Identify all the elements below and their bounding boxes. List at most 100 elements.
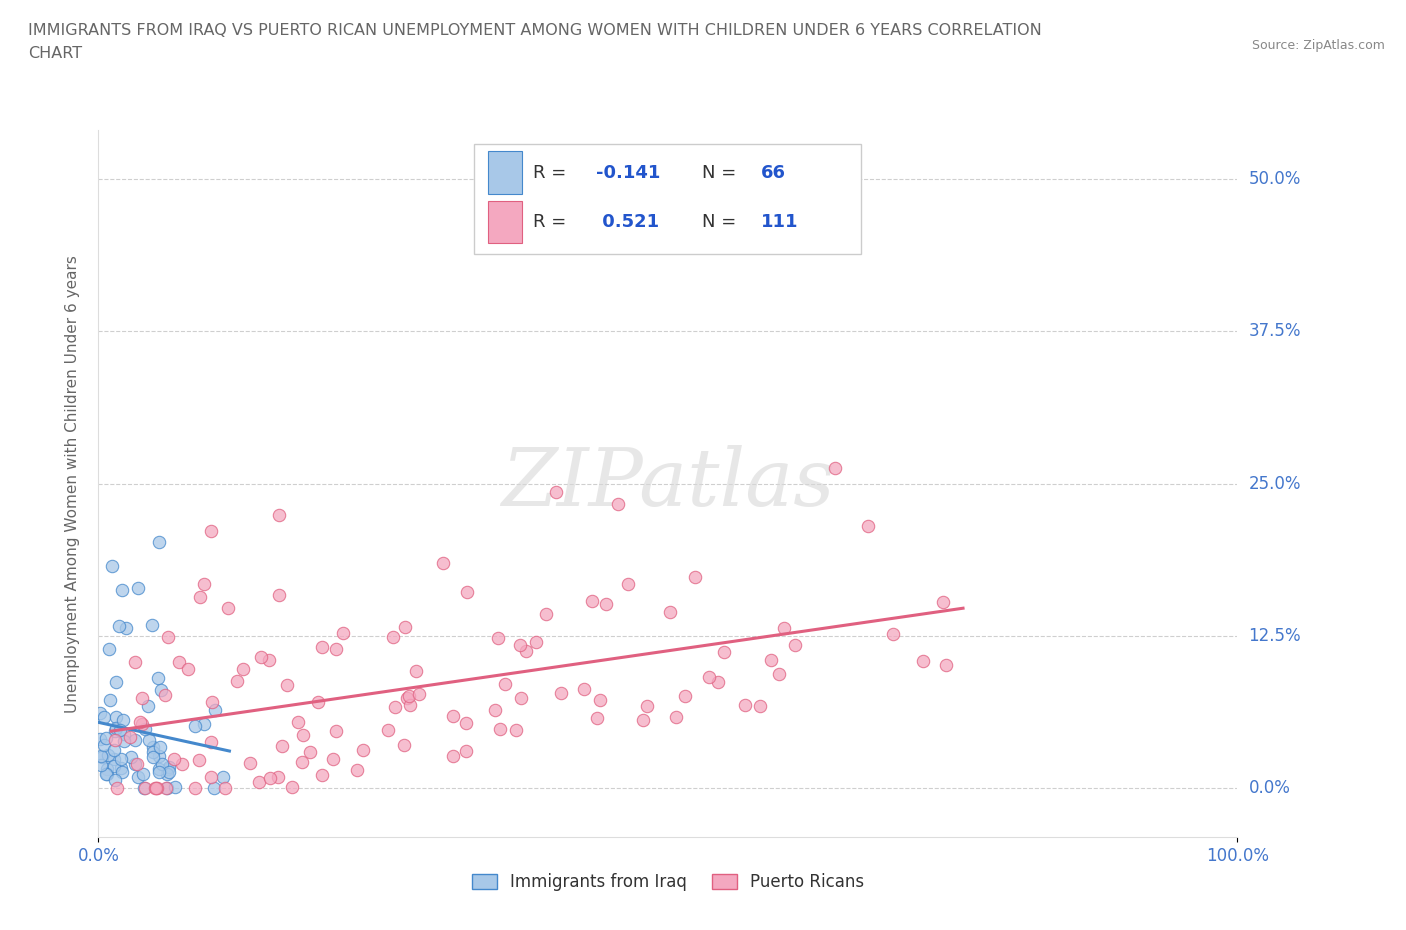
- Point: [214, 781, 236, 796]
- Point: [110, 761, 132, 776]
- Point: [456, 715, 478, 730]
- Point: [200, 735, 222, 750]
- Text: 12.5%: 12.5%: [1249, 627, 1301, 644]
- Point: [93, 737, 115, 752]
- Point: [311, 767, 333, 782]
- Point: [574, 682, 596, 697]
- Point: [156, 781, 179, 796]
- Point: [713, 644, 735, 659]
- Text: N =: N =: [702, 164, 742, 181]
- Point: [93, 710, 115, 724]
- Point: [225, 674, 247, 689]
- Text: R =: R =: [533, 213, 572, 231]
- Point: [165, 779, 187, 794]
- Point: [484, 702, 506, 717]
- Point: [94, 730, 117, 745]
- Point: [204, 702, 226, 717]
- Point: [456, 743, 478, 758]
- Point: [510, 690, 533, 705]
- Point: [145, 781, 167, 796]
- Point: [104, 674, 127, 689]
- Point: [98, 693, 121, 708]
- Point: [432, 555, 454, 570]
- FancyBboxPatch shape: [488, 201, 522, 244]
- Point: [156, 630, 179, 644]
- Point: [581, 593, 603, 608]
- Point: [332, 625, 354, 640]
- Point: [588, 692, 610, 707]
- Point: [544, 485, 567, 499]
- Point: [89, 706, 111, 721]
- Point: [882, 626, 904, 641]
- Point: [132, 766, 155, 781]
- Point: [156, 767, 179, 782]
- Point: [103, 743, 125, 758]
- Point: [148, 764, 170, 779]
- Point: [153, 687, 176, 702]
- Point: [104, 772, 127, 787]
- Point: [456, 584, 478, 599]
- Point: [585, 711, 607, 725]
- Point: [142, 739, 165, 754]
- Point: [298, 745, 321, 760]
- Point: [307, 695, 329, 710]
- Point: [200, 524, 222, 538]
- Point: [912, 654, 935, 669]
- Point: [636, 698, 658, 713]
- Point: [184, 781, 207, 796]
- Point: [212, 769, 235, 784]
- Point: [96, 766, 118, 781]
- Point: [200, 769, 222, 784]
- Point: [515, 644, 537, 658]
- Point: [232, 661, 254, 676]
- Point: [146, 781, 169, 796]
- Point: [103, 759, 125, 774]
- Point: [408, 687, 430, 702]
- Point: [134, 781, 156, 796]
- Point: [111, 764, 134, 779]
- Point: [155, 781, 177, 796]
- Point: [322, 752, 344, 767]
- Point: [163, 751, 186, 766]
- Point: [141, 618, 163, 632]
- Point: [148, 749, 170, 764]
- Point: [858, 518, 880, 533]
- Point: [111, 582, 134, 597]
- Point: [110, 751, 132, 766]
- Point: [188, 752, 211, 767]
- Point: [405, 663, 427, 678]
- Point: [112, 727, 135, 742]
- Point: [201, 695, 224, 710]
- Point: [114, 621, 136, 636]
- Point: [783, 638, 806, 653]
- Point: [127, 580, 149, 595]
- Legend: Immigrants from Iraq, Puerto Ricans: Immigrants from Iraq, Puerto Ricans: [463, 865, 873, 899]
- Point: [398, 688, 420, 703]
- Text: IMMIGRANTS FROM IRAQ VS PUERTO RICAN UNEMPLOYMENT AMONG WOMEN WITH CHILDREN UNDE: IMMIGRANTS FROM IRAQ VS PUERTO RICAN UNE…: [28, 23, 1042, 38]
- Point: [291, 754, 314, 769]
- Point: [101, 558, 124, 573]
- Point: [631, 712, 654, 727]
- Point: [131, 691, 153, 706]
- Point: [494, 677, 516, 692]
- Point: [129, 714, 152, 729]
- Point: [259, 770, 281, 785]
- Point: [595, 597, 617, 612]
- Point: [202, 781, 225, 796]
- Point: [509, 638, 531, 653]
- Point: [138, 733, 160, 748]
- Point: [269, 507, 291, 522]
- Text: 0.521: 0.521: [596, 213, 659, 231]
- Point: [935, 658, 957, 672]
- Point: [134, 722, 156, 737]
- Point: [124, 655, 146, 670]
- Point: [148, 535, 170, 550]
- Point: [157, 759, 180, 774]
- Point: [148, 761, 170, 776]
- Point: [156, 762, 179, 777]
- Point: [749, 698, 772, 713]
- Point: [104, 721, 127, 736]
- Point: [157, 764, 180, 779]
- Point: [193, 577, 215, 591]
- Point: [89, 732, 111, 747]
